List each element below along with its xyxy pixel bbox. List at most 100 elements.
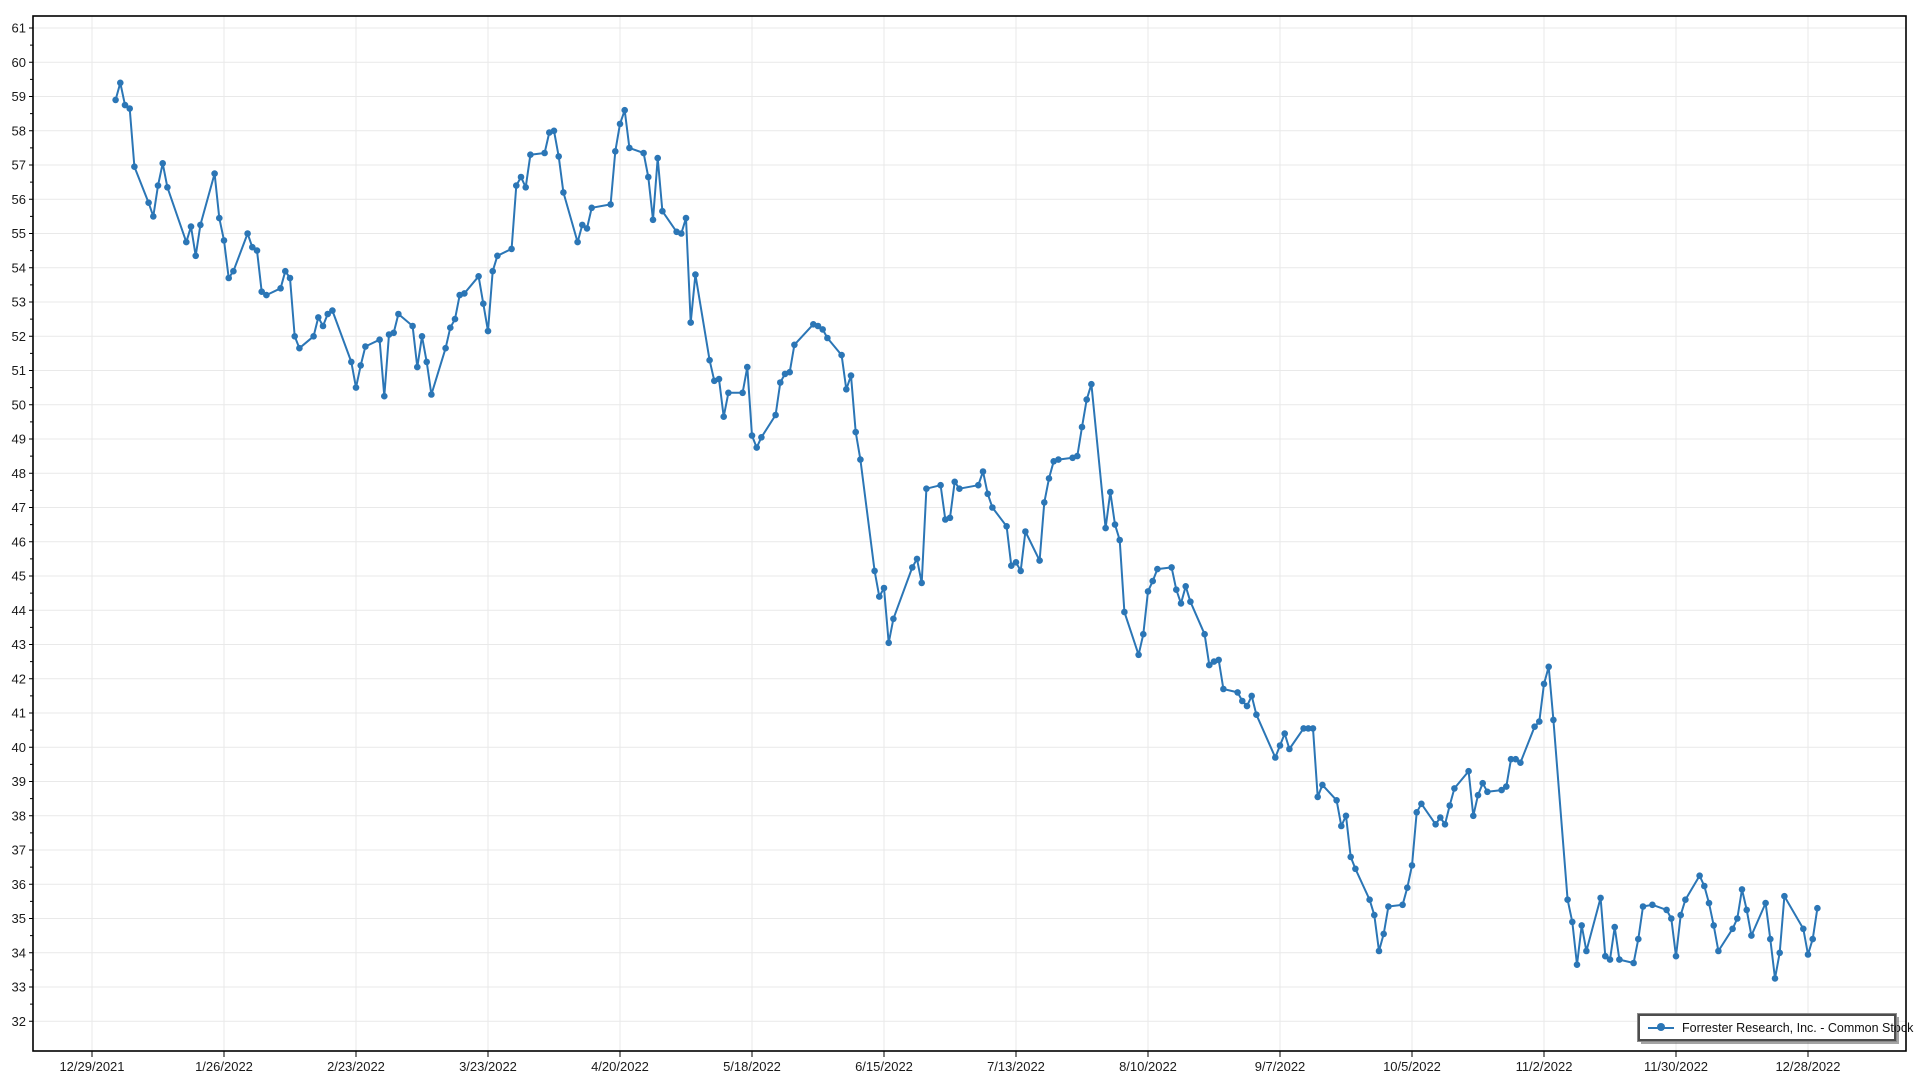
data-point: [1800, 925, 1807, 933]
data-point: [720, 413, 727, 421]
data-point: [777, 379, 784, 386]
y-axis-label: 57: [12, 158, 26, 173]
data-point: [258, 288, 266, 296]
data-point: [409, 322, 416, 330]
data-point: [1012, 559, 1020, 566]
data-point: [1333, 797, 1340, 804]
data-point: [1399, 901, 1406, 909]
data-point: [1451, 785, 1458, 792]
data-point: [263, 291, 270, 299]
y-axis-label: 51: [12, 363, 26, 378]
data-point: [678, 230, 685, 237]
x-axis-label: 12/28/2022: [1775, 1059, 1840, 1074]
data-point: [1771, 975, 1779, 982]
data-point: [1243, 702, 1251, 710]
data-point: [1220, 685, 1227, 693]
y-axis-label: 38: [12, 808, 26, 823]
data-point: [423, 358, 431, 366]
data-point: [1781, 892, 1788, 900]
data-point: [451, 315, 459, 323]
data-point: [1578, 922, 1585, 929]
data-point: [1606, 956, 1614, 963]
data-point: [574, 238, 581, 246]
data-point: [550, 127, 558, 135]
data-point: [1804, 951, 1812, 958]
data-point: [1503, 783, 1510, 790]
data-point: [1672, 952, 1680, 960]
data-point: [1239, 697, 1246, 705]
data-point: [923, 485, 930, 493]
x-axis-label: 1/26/2022: [195, 1059, 253, 1074]
data-point: [1215, 656, 1222, 664]
data-point: [951, 478, 958, 486]
y-axis-label: 39: [12, 774, 26, 789]
data-point: [824, 334, 831, 342]
data-point: [1762, 899, 1769, 907]
data-point: [1404, 884, 1411, 891]
data-point: [909, 564, 916, 571]
data-point: [522, 184, 529, 191]
data-point: [1531, 723, 1538, 730]
data-point: [484, 327, 492, 335]
axis-labels: 32 33 34 35 36 37 38 39 40 41 42 43 44 45 46 47 48 49 50 51…: [12, 21, 1841, 1075]
data-point: [1281, 730, 1288, 737]
data-point: [131, 163, 138, 170]
data-point: [1371, 911, 1378, 919]
data-point: [1314, 793, 1321, 801]
data-point: [1602, 952, 1609, 960]
data-point: [1140, 630, 1147, 638]
data-point: [319, 322, 327, 330]
y-axis-label: 54: [12, 260, 26, 275]
data-point: [1338, 822, 1345, 830]
data-point: [583, 225, 591, 232]
data-point: [1564, 896, 1571, 903]
data-point: [588, 204, 595, 212]
y-axis-label: 50: [12, 397, 26, 412]
data-point: [442, 344, 449, 352]
data-point: [216, 214, 223, 222]
data-point: [541, 149, 548, 157]
data-point: [626, 144, 633, 152]
data-point: [117, 79, 124, 87]
data-point: [1154, 565, 1161, 573]
data-point: [1748, 932, 1755, 939]
y-axis-label: 61: [12, 21, 26, 36]
y-axis-label: 33: [12, 980, 26, 995]
data-point: [725, 389, 732, 397]
data-point: [814, 322, 822, 330]
data-point: [348, 358, 355, 366]
data-point: [352, 384, 360, 391]
data-point: [890, 615, 897, 623]
data-point: [1003, 523, 1010, 530]
data-point: [1597, 894, 1604, 902]
data-point: [286, 274, 294, 282]
data-point: [649, 216, 657, 224]
data-point: [230, 267, 237, 275]
data-point: [1668, 915, 1675, 922]
data-point: [1083, 396, 1090, 403]
data-point: [112, 96, 119, 104]
x-axis-label: 12/29/2021: [59, 1059, 124, 1074]
data-point: [607, 201, 614, 208]
y-axis-label: 42: [12, 671, 26, 686]
data-point: [1201, 630, 1208, 638]
x-axis-label: 8/10/2022: [1119, 1059, 1177, 1074]
data-point: [1036, 557, 1043, 564]
data-point: [1696, 872, 1703, 879]
data-point: [579, 221, 586, 229]
data-point: [517, 173, 525, 181]
data-point: [1550, 716, 1557, 724]
x-axis-label: 2/23/2022: [327, 1059, 385, 1074]
data-point: [1182, 583, 1189, 590]
data-point: [1385, 903, 1392, 910]
data-point: [494, 252, 501, 260]
data-point: [1111, 521, 1119, 528]
data-point: [1121, 608, 1128, 616]
data-point: [1022, 528, 1029, 535]
data-point: [1512, 755, 1519, 763]
data-point: [946, 514, 954, 522]
data-point: [1078, 423, 1086, 431]
data-point: [315, 314, 322, 321]
data-point: [1705, 899, 1713, 907]
